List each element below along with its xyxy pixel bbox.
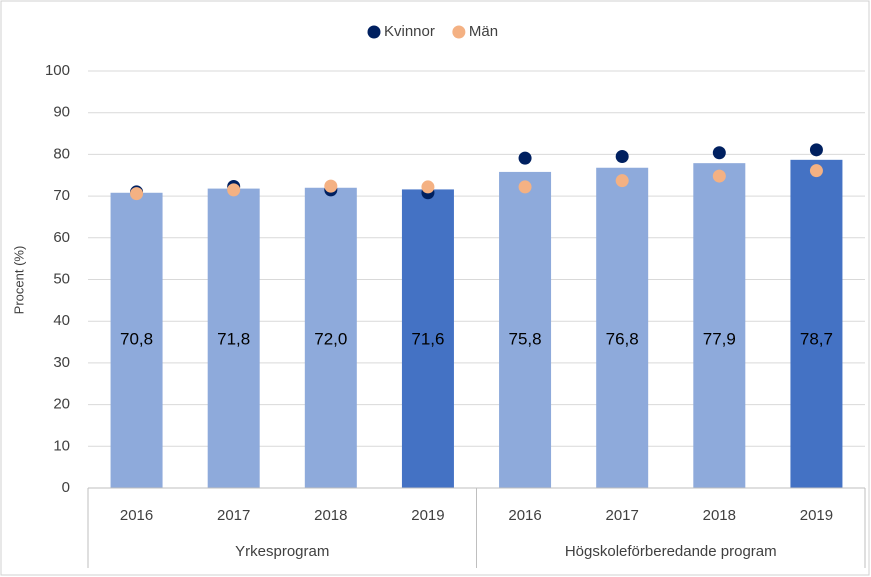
bar-value-label: 75,8: [509, 329, 542, 348]
bar: [790, 159, 843, 489]
y-tick-label: 90: [53, 104, 70, 121]
x-tick-label: 2019: [411, 507, 444, 524]
x-tick-label: 2016: [120, 507, 153, 524]
bar-value-label: 71,8: [217, 329, 250, 348]
bar-value-label: 71,6: [411, 329, 444, 348]
dot: [809, 164, 823, 178]
bar: [401, 189, 454, 489]
dot: [324, 179, 338, 193]
x-tick-label: 2018: [703, 507, 736, 524]
y-tick-label: 70: [53, 187, 70, 204]
y-tick-label: 100: [45, 62, 70, 79]
x-tick-label: 2018: [314, 507, 347, 524]
bar: [207, 188, 260, 488]
bar: [596, 167, 649, 488]
legend-marker: [452, 25, 466, 39]
dot: [712, 146, 726, 160]
dot: [518, 180, 532, 194]
dot: [421, 180, 435, 194]
x-tick-label: 2017: [606, 507, 639, 524]
dot: [809, 143, 823, 157]
y-tick-label: 10: [53, 437, 70, 454]
x-tick-label: 2016: [508, 507, 541, 524]
dot: [130, 187, 144, 201]
bar-value-label: 70,8: [120, 329, 153, 348]
dot: [615, 174, 629, 188]
y-tick-label: 20: [53, 396, 70, 413]
bar-value-label: 77,9: [703, 329, 736, 348]
bar-value-label: 78,7: [800, 329, 833, 348]
bar-value-label: 72,0: [314, 329, 347, 348]
group-label: Högskoleförberedande program: [565, 543, 777, 560]
bar: [110, 192, 163, 488]
y-tick-label: 80: [53, 145, 70, 162]
dot: [518, 151, 532, 165]
y-tick-label: 30: [53, 354, 70, 371]
dot: [615, 149, 629, 163]
legend-label: Kvinnor: [384, 23, 435, 40]
group-label: Yrkesprogram: [235, 543, 329, 560]
bar: [499, 171, 552, 488]
legend-label: Män: [469, 23, 498, 40]
bar: [304, 187, 357, 488]
x-tick-label: 2019: [800, 507, 833, 524]
legend-marker: [367, 25, 381, 39]
y-tick-label: 0: [62, 479, 70, 496]
y-tick-label: 60: [53, 229, 70, 246]
dot: [227, 183, 241, 197]
y-tick-label: 40: [53, 312, 70, 329]
y-axis-label: Procent (%): [11, 246, 26, 315]
bar-value-label: 76,8: [606, 329, 639, 348]
dot: [712, 169, 726, 183]
x-tick-label: 2017: [217, 507, 250, 524]
bar: [693, 163, 746, 489]
y-tick-label: 50: [53, 270, 70, 287]
